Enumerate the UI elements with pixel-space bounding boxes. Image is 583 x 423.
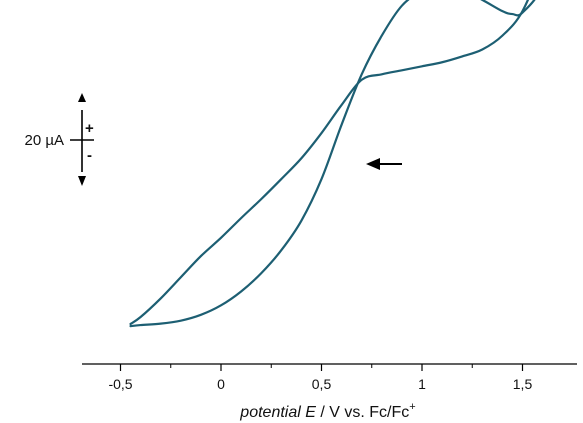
scale-arrow-down-head [78, 176, 86, 186]
x-tick-label: -0,5 [108, 376, 132, 392]
x-tick-label: 1,5 [513, 376, 533, 392]
arrow-left-icon [366, 158, 402, 170]
x-axis-title: potential E / V vs. Fc/Fc+ [239, 401, 415, 421]
x-axis-title-rest: / V vs. Fc/Fc [316, 404, 409, 421]
scale-plus-sign: + [85, 120, 94, 137]
forward-sweep-line [129, 0, 530, 326]
x-axis: -0,5 0 0,5 1 1,5 [82, 363, 577, 392]
curve-layer [129, 0, 536, 328]
current-scale-bar: 20 µA + - [25, 93, 94, 186]
direction-arrow-head [366, 158, 380, 170]
x-tick-label: 0,5 [312, 376, 332, 392]
x-ticks: -0,5 0 0,5 1 1,5 [108, 364, 532, 392]
x-tick-label: 0 [217, 376, 225, 392]
scale-arrow-up-head [78, 93, 86, 102]
x-tick-label: 1 [418, 376, 426, 392]
x-axis-title-italic: potential E [239, 404, 316, 421]
reverse-sweep-line [129, 0, 536, 328]
x-axis-title-superscript: + [409, 401, 415, 413]
scale-bar-label: 20 µA [25, 132, 65, 149]
scale-minus-sign: - [87, 147, 92, 164]
